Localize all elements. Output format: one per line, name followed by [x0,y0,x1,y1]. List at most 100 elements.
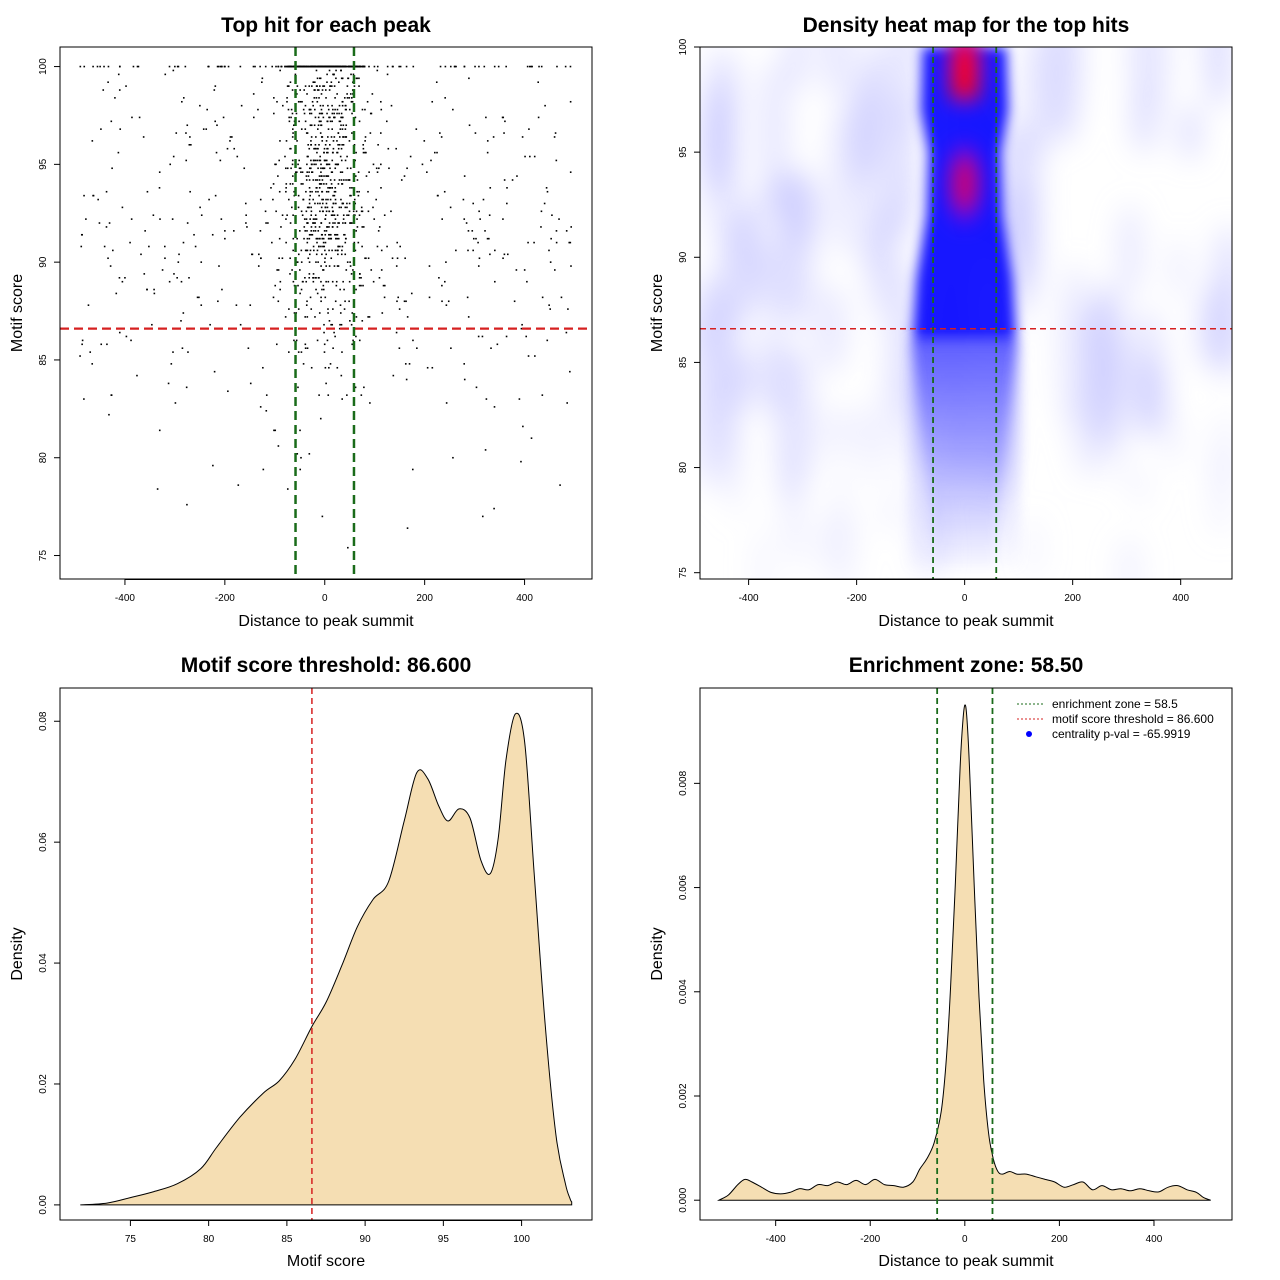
scatter-point [318,65,320,68]
scatter-point [314,226,317,228]
scatter-point [279,288,281,291]
scatter-point [348,202,351,205]
scatter-point [299,468,302,471]
heatmap-x-label: Distance to peak summit [878,613,1054,630]
scatter-point [307,175,310,177]
scatter-point [140,253,142,256]
scatter-point [321,288,323,291]
scatter-point [376,65,379,68]
scatter-point [546,339,549,342]
scatter-point [320,222,322,224]
scatter-point [350,100,353,103]
scatter-point [262,468,265,471]
scatter-point [485,116,487,119]
scatter-point [216,65,219,68]
scatter-point [219,159,222,162]
scatter-point [376,69,379,72]
scatter-point [274,429,277,432]
scatter-point [569,171,572,173]
scatter-point [327,280,330,283]
scatter-point [130,339,132,342]
scatter-point [472,249,474,252]
heatmap-hotspot-halo [946,141,983,226]
scatter-point [324,233,327,236]
scatter-point [317,190,319,193]
scatter-point [520,327,523,330]
scatter-point [351,312,354,314]
scatter-point [322,104,324,107]
scatter-point [367,190,369,193]
scatter-point [444,65,447,68]
scatter-point [467,249,469,252]
scatter-point [316,100,319,103]
scatter-point [540,210,543,213]
scatter-point [523,269,526,271]
scatter-point [332,140,335,142]
scatter-point [364,108,366,111]
scatter-point [471,230,474,232]
scatter-point [336,214,339,217]
scatter-point [100,343,103,346]
scatter-point [364,151,366,154]
scatter-point [308,273,311,275]
scatter-y-axis: 75 80 85 90 95 100 [38,58,60,561]
legend-enrichment-label: enrichment zone = 58.5 [1052,697,1178,711]
scatter-point [440,136,443,138]
scatter-point [330,183,333,185]
scatter-point [367,257,370,260]
scatter-point [338,206,341,209]
scatter-point [303,89,306,91]
scatter-point [368,171,370,173]
scatter-point [224,237,226,240]
scatter-point [286,97,288,99]
scatter-point [352,339,354,342]
scatter-point [340,124,342,127]
heatmap-faint-blob [832,455,850,541]
scatter-point [334,190,337,193]
heatmap-faint-blob [756,328,790,416]
scatter-point [221,65,223,68]
scatter-point [341,398,343,400]
scatter-point [558,218,560,220]
scatter-point [366,100,369,103]
scatter-point [267,222,269,224]
scatter-point [335,202,337,205]
scatter-point [291,112,294,115]
scatter-point [311,233,314,236]
scatter-point [289,183,292,185]
scatter-point [339,65,341,68]
p4-xtick-label: 400 [1146,1234,1163,1245]
scatter-point [406,527,409,529]
scatter-point [301,171,304,173]
scatter-point [276,269,278,271]
scatter-point [102,89,105,91]
scatter-point [337,147,340,150]
scatter-point [333,190,336,193]
scatter-point [382,284,385,287]
scatter-point [354,386,357,389]
scatter-point [399,65,402,68]
scatter-point [320,136,323,138]
scatter-point [349,194,351,197]
scatter-point [326,339,329,342]
scatter-point [357,171,360,173]
scatter-point [511,179,514,181]
enrichment-panel: Enrichment zone: 58.50 -400 -200 0 200 400 0… [649,654,1233,1270]
scatter-point [564,65,567,68]
scatter-point [332,108,334,111]
scatter-point [320,120,322,123]
scatter-point [320,300,322,303]
scatter-point [428,265,431,267]
scatter-point [285,183,288,185]
scatter-point [344,206,347,209]
scatter-point [326,81,328,84]
scatter-point [168,65,171,68]
p2-ytick-label: 80 [678,462,689,474]
scatter-point [177,261,180,263]
scatter-point [452,456,454,459]
scatter-point [168,280,171,283]
scatter-point [349,167,352,170]
scatter-point [485,398,488,400]
scatter-point [279,69,281,72]
scatter-point [286,167,289,170]
